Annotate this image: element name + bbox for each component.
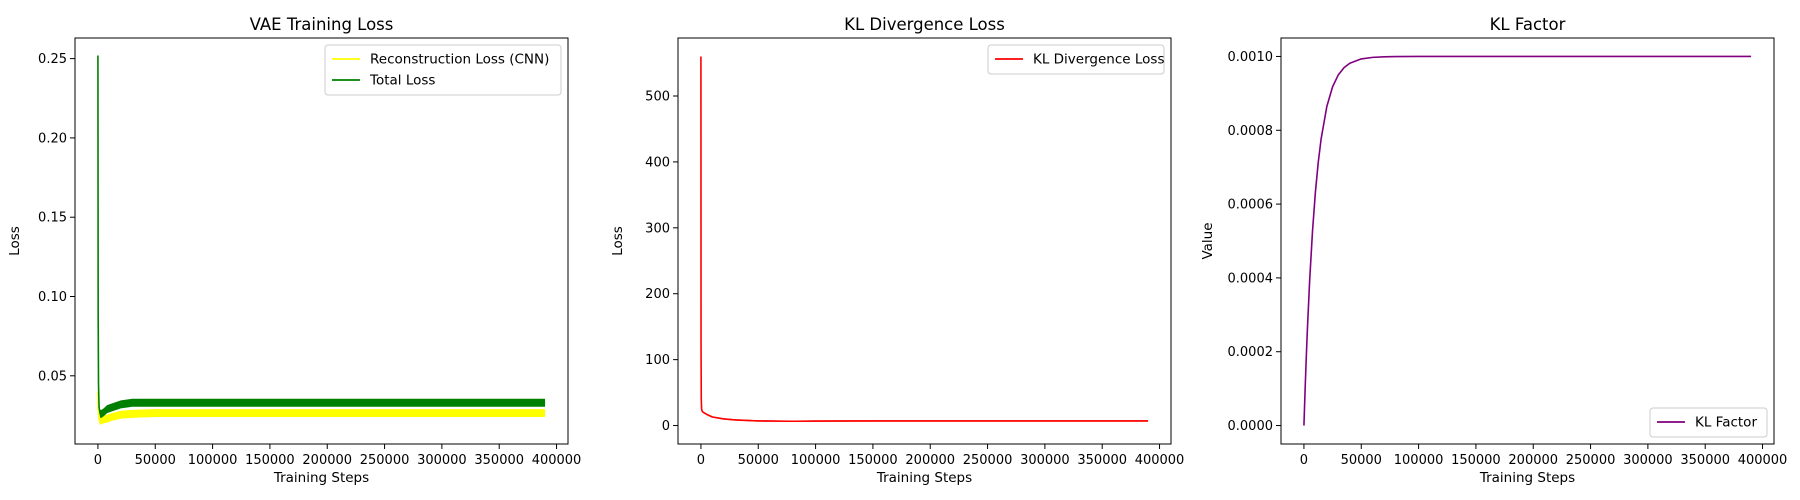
y-tick-label: 100 [645, 353, 670, 368]
legend: Reconstruction Loss (CNN) Total Loss [324, 44, 562, 96]
series-group [700, 55, 1149, 423]
legend-label: Reconstruction Loss (CNN) [370, 52, 549, 68]
y-tick-label: 400 [645, 155, 670, 170]
y-axis-label: Value [1200, 222, 1216, 259]
x-tick-label: 350000 [474, 453, 524, 468]
x-tick-label: 100000 [188, 453, 238, 468]
chart-panel-2: 0 50000 100000 150000 200000 250000 300000 3500… [610, 15, 1184, 486]
x-tick-label: 150000 [848, 453, 898, 468]
y-tick-label: 0.0010 [1228, 50, 1274, 65]
chart-title: KL Divergence Loss [844, 15, 1005, 34]
y-tick-label: 0.05 [38, 369, 67, 384]
series-line-1 [1303, 55, 1752, 426]
legend-label: Total Loss [369, 73, 435, 89]
chart-panel-1: 0 50000 100000 150000 200000 250000 300000 3500… [7, 15, 581, 486]
x-axis-label: Training Steps [273, 470, 369, 486]
series-line-1 [700, 56, 1149, 423]
series-band-2 [97, 51, 546, 418]
x-tick-label: 0 [94, 453, 102, 468]
y-tick-label: 0.0002 [1228, 345, 1274, 360]
x-tick-label: 150000 [245, 453, 295, 468]
y-axis-label: Loss [7, 226, 23, 256]
axes-frame [1280, 37, 1775, 445]
legend-box [987, 44, 1165, 75]
y-tick-label: 0.0008 [1228, 124, 1274, 139]
x-tick-label: 400000 [1135, 453, 1185, 468]
x-tick-label: 250000 [1566, 453, 1616, 468]
x-axis-label: Training Steps [1479, 470, 1575, 486]
x-axis-label: Training Steps [876, 470, 972, 486]
x-tick-label: 100000 [791, 453, 841, 468]
y-tick-label: 200 [645, 287, 670, 302]
x-tick-label: 400000 [532, 453, 582, 468]
y-tick-label: 0.20 [38, 131, 67, 146]
x-tick-label: 0 [1300, 453, 1308, 468]
x-tick-label: 300000 [1623, 453, 1673, 468]
y-tick-label: 0.25 [38, 52, 67, 67]
y-tick-label: 0 [662, 419, 670, 434]
y-tick-label: 0.0006 [1228, 198, 1274, 213]
y-tick-label: 300 [645, 221, 670, 236]
series-band-1 [700, 55, 1149, 422]
x-tick-label: 50000 [738, 453, 779, 468]
y-tick-label: 0.10 [38, 290, 67, 305]
y-tick-label: 0.0004 [1228, 271, 1274, 286]
x-tick-label: 250000 [360, 453, 410, 468]
x-tick-label: 350000 [1077, 453, 1127, 468]
x-tick-label: 200000 [1508, 453, 1558, 468]
x-tick-label: 200000 [302, 453, 352, 468]
x-tick-label: 250000 [963, 453, 1013, 468]
x-tick-label: 350000 [1680, 453, 1730, 468]
chart-panel-3: 0 50000 100000 150000 200000 250000 300000 3500… [1200, 15, 1787, 486]
series-group [1303, 55, 1752, 426]
chart-title: KL Factor [1490, 15, 1566, 34]
legend-box [324, 44, 562, 96]
axes-frame [677, 37, 1172, 445]
legend: KL Factor [1649, 407, 1768, 438]
y-tick-label: 0.0000 [1228, 419, 1274, 434]
x-tick-label: 300000 [417, 453, 467, 468]
x-tick-label: 200000 [905, 453, 955, 468]
legend-box [1649, 407, 1768, 438]
x-tick-label: 400000 [1738, 453, 1788, 468]
series-group [97, 51, 546, 425]
y-tick-label: 500 [645, 90, 670, 105]
series-band-1 [97, 387, 546, 425]
legend-label: KL Factor [1695, 415, 1757, 431]
x-tick-label: 100000 [1394, 453, 1444, 468]
x-tick-label: 50000 [1341, 453, 1382, 468]
x-tick-label: 50000 [135, 453, 176, 468]
series-line-1 [97, 391, 546, 422]
legend-label: KL Divergence Loss [1033, 52, 1164, 68]
series-line-2 [97, 55, 546, 415]
chart-title: VAE Training Loss [250, 15, 394, 34]
x-tick-label: 0 [697, 453, 705, 468]
x-tick-label: 300000 [1020, 453, 1070, 468]
x-tick-label: 150000 [1451, 453, 1501, 468]
y-axis-label: Loss [610, 226, 626, 256]
y-tick-label: 0.15 [38, 211, 67, 226]
axes-frame [74, 37, 569, 445]
legend: KL Divergence Loss [987, 44, 1165, 75]
